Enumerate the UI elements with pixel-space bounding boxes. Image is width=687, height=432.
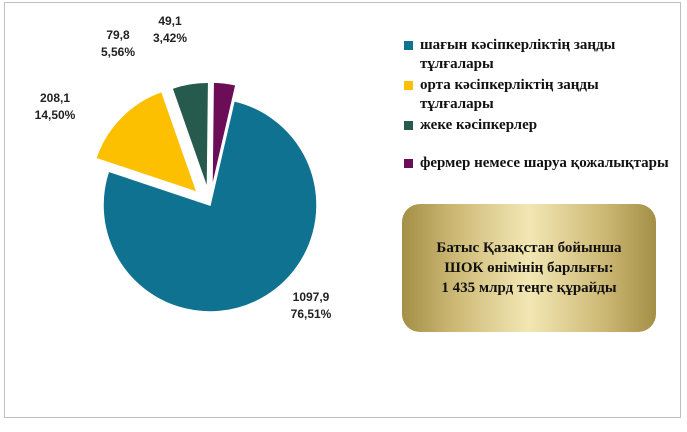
- legend-label-small-business: шағын кәсіпкерліктің заңды тұлғалары: [420, 37, 616, 72]
- summary-line-1: Батыс Қазақстан бойынша: [436, 240, 622, 256]
- data-label-small-business: 1097,9 76,51%: [276, 289, 346, 323]
- data-label-small-business-value: 1097,9: [292, 290, 330, 304]
- summary-line-2: ШОК өнімінің барлығы:: [444, 260, 614, 276]
- legend-swatch-entrepreneurs: [404, 121, 413, 130]
- legend-swatch-small-business: [404, 41, 413, 50]
- data-label-entrepreneurs-value: 79,8: [106, 28, 130, 42]
- data-label-farms: 49,1 3,42%: [145, 13, 195, 47]
- summary-text: Батыс Қазақстан бойынша ШОК өнімінің бар…: [426, 238, 631, 298]
- data-label-entrepreneurs: 79,8 5,56%: [93, 27, 143, 61]
- legend-swatch-medium-business: [404, 81, 413, 90]
- data-label-small-business-percent: 76,51%: [290, 307, 332, 321]
- legend-swatch-farms: [404, 159, 413, 168]
- pie-slice-entrepreneurs: [171, 81, 210, 190]
- legend-label-entrepreneurs: жеке кәсіпкерлер: [420, 117, 538, 133]
- pie-slice-medium-business: [94, 90, 199, 194]
- legend-label-farms: фермер немесе шаруа қожалықтары: [420, 155, 669, 171]
- legend-label-medium-business: орта кәсіпкерліктің заңды тұлғалары: [420, 77, 599, 112]
- data-label-entrepreneurs-percent: 5,56%: [100, 45, 136, 59]
- summary-line-3: 1 435 млрд теңге құрайды: [441, 280, 617, 296]
- data-label-farms-value: 49,1: [158, 14, 182, 28]
- pie-slice-small-business: [102, 99, 318, 313]
- pie-slice-farms: [211, 81, 237, 190]
- data-label-medium-business: 208,1 14,50%: [20, 90, 90, 124]
- summary-box: Батыс Қазақстан бойынша ШОК өнімінің бар…: [402, 204, 656, 332]
- data-label-medium-business-value: 208,1: [39, 91, 71, 105]
- data-label-medium-business-percent: 14,50%: [34, 108, 76, 122]
- data-label-farms-percent: 3,42%: [152, 31, 188, 45]
